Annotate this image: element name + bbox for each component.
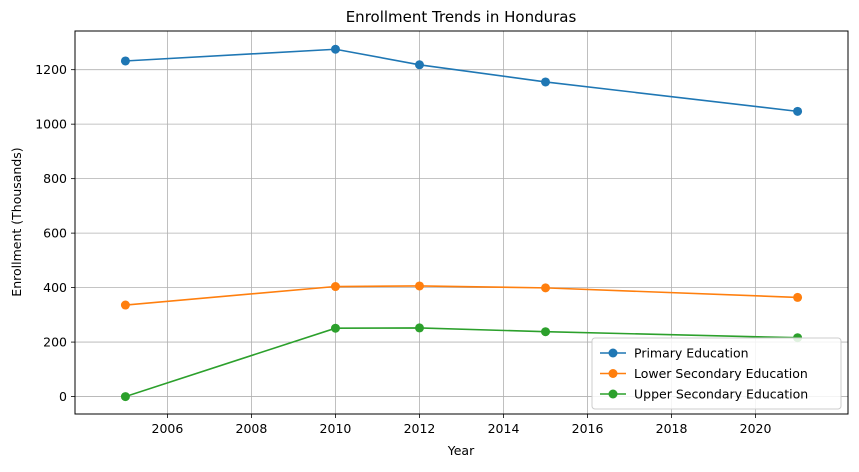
- y-axis: 0 200 400 600 800 1000 1200: [35, 62, 75, 404]
- x-tick-label: 2018: [656, 421, 688, 436]
- y-tick-label: 1200: [35, 62, 67, 77]
- legend-marker: [608, 369, 618, 378]
- data-point: [414, 323, 424, 333]
- x-tick-label: 2008: [236, 421, 268, 436]
- data-point: [793, 292, 803, 302]
- x-tick-label: 2014: [488, 421, 520, 436]
- data-point: [330, 282, 340, 292]
- x-tick-label: 2006: [152, 421, 184, 436]
- y-tick-label: 800: [43, 171, 67, 186]
- series-layer: [120, 44, 803, 402]
- legend-marker: [608, 389, 618, 399]
- data-point: [414, 60, 424, 70]
- x-tick-label: 2012: [404, 421, 436, 436]
- data-point: [120, 56, 130, 66]
- x-tick-label: 2020: [740, 421, 772, 436]
- legend-label: Lower Secondary Education: [634, 366, 808, 381]
- legend-item: Primary Education: [600, 346, 749, 361]
- x-tick-label: 2010: [320, 421, 352, 436]
- y-axis-label: Enrollment (Thousands): [9, 147, 24, 296]
- y-tick-label: 400: [43, 280, 67, 295]
- legend-label: Primary Education: [634, 346, 749, 361]
- legend-item: Lower Secondary Education: [600, 366, 808, 381]
- legend-box: [591, 337, 842, 410]
- data-point: [414, 281, 424, 291]
- y-tick-label: 600: [43, 226, 67, 241]
- legend-item: Upper Secondary Education: [600, 387, 808, 402]
- legend: Primary Education Lower Secondary Educati…: [591, 337, 842, 410]
- series-2: [120, 281, 803, 310]
- data-point: [120, 300, 130, 310]
- data-point: [120, 392, 130, 402]
- data-point: [793, 106, 803, 116]
- y-tick-label: 200: [43, 335, 67, 350]
- series-1: [120, 44, 803, 116]
- y-tick-label: 0: [59, 389, 67, 404]
- y-tick-label: 1000: [35, 117, 67, 132]
- legend-marker: [608, 348, 618, 358]
- x-axis-label: Year: [447, 443, 475, 458]
- data-point: [541, 77, 551, 87]
- plot-frame: [74, 30, 849, 415]
- data-point: [541, 283, 551, 293]
- data-point: [330, 44, 340, 54]
- x-axis: 2006 2008 2010 2012 2014 2016 2018 2020: [152, 414, 772, 436]
- chart-title: Enrollment Trends in Honduras: [346, 8, 577, 26]
- legend-label: Upper Secondary Education: [634, 387, 808, 402]
- data-point: [330, 323, 340, 333]
- data-point: [541, 327, 551, 337]
- x-tick-label: 2016: [572, 421, 604, 436]
